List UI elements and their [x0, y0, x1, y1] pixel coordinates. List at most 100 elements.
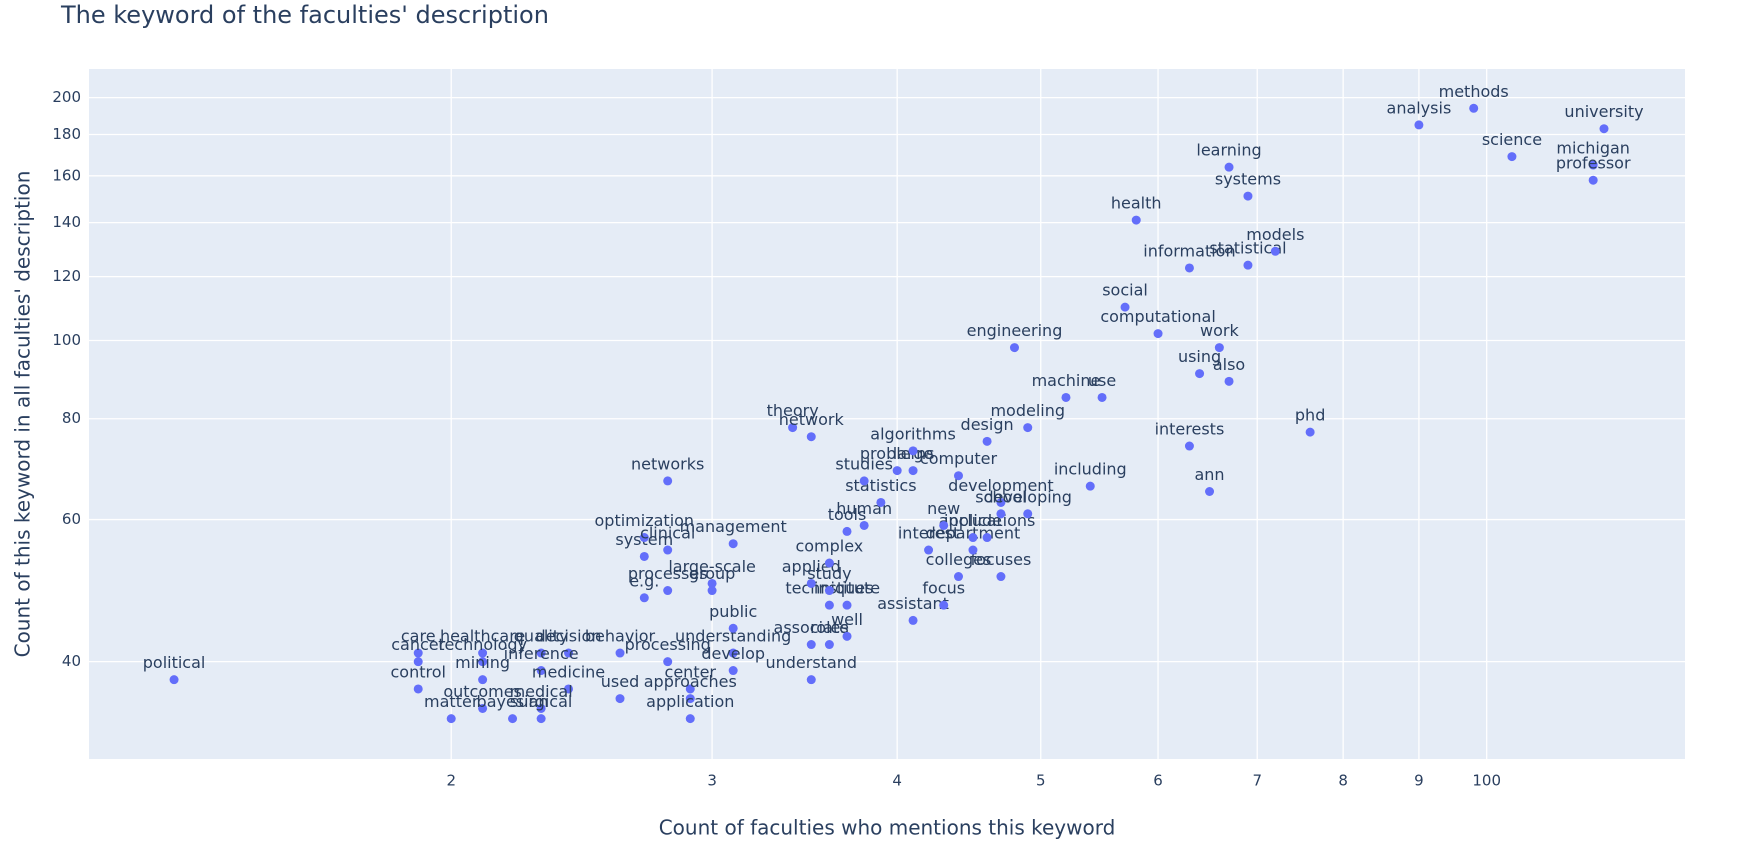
point-label: healthcare	[440, 627, 525, 646]
point	[564, 684, 574, 694]
point-label: statistical	[1209, 239, 1286, 258]
point	[939, 520, 949, 530]
point	[663, 545, 673, 555]
point	[685, 684, 695, 694]
point	[1120, 302, 1130, 312]
point	[1588, 175, 1598, 185]
point	[953, 471, 963, 481]
point	[824, 558, 834, 568]
point-label: using	[1178, 347, 1221, 366]
point-label: study	[807, 564, 851, 583]
point-label: understanding	[675, 627, 791, 646]
x-tick-label: 2	[446, 772, 456, 790]
point	[1195, 369, 1205, 379]
point-label: michigan	[1556, 139, 1630, 158]
point-label: theory	[767, 401, 819, 420]
point	[1588, 160, 1598, 170]
point-label: processing	[625, 635, 711, 654]
point	[1023, 423, 1033, 433]
y-tick-label: 180	[52, 125, 81, 143]
point-label: focus	[922, 579, 965, 598]
point-label: outcomes	[443, 682, 522, 701]
point-label: statistics	[845, 476, 916, 495]
point	[728, 623, 738, 633]
point	[639, 593, 649, 603]
point	[1184, 263, 1194, 273]
point	[413, 657, 423, 667]
x-tick-label: 100	[1472, 772, 1501, 790]
point-label: work	[1200, 321, 1239, 340]
point-label: behavior	[585, 627, 656, 646]
point	[1243, 191, 1253, 201]
point-label: computational	[1100, 307, 1215, 326]
point-label: use	[1088, 371, 1116, 390]
point-label: technology	[438, 635, 527, 654]
point	[1009, 343, 1019, 353]
point-label: social	[1102, 281, 1148, 300]
point	[824, 586, 834, 596]
point	[536, 714, 546, 724]
point-label: development	[948, 476, 1054, 495]
point	[728, 648, 738, 658]
point	[615, 694, 625, 704]
point	[1224, 376, 1234, 386]
point	[1270, 246, 1280, 256]
point-label: tools	[828, 505, 867, 524]
point-label: understand	[765, 653, 857, 672]
point	[953, 572, 963, 582]
point	[842, 631, 852, 641]
point	[478, 657, 488, 667]
point-label: include	[944, 511, 1002, 530]
point-label: studies	[835, 454, 893, 473]
point-label: focuses	[970, 550, 1031, 569]
point	[806, 578, 816, 588]
point-label: processes	[628, 564, 708, 583]
point-label: school	[975, 487, 1026, 506]
point-label: optimization	[595, 511, 695, 530]
point-label: large-scale	[668, 557, 756, 576]
point	[908, 466, 918, 476]
point	[508, 714, 518, 724]
point-label: machine	[1032, 371, 1101, 390]
point-label: design	[961, 415, 1014, 434]
point-label: models	[1246, 225, 1304, 244]
point	[968, 533, 978, 543]
point-label: interests	[1155, 420, 1225, 439]
point	[478, 703, 488, 713]
point-label: care	[401, 627, 436, 646]
point-label: inference	[504, 644, 579, 663]
point-label: matter	[424, 692, 479, 711]
point	[1599, 124, 1609, 134]
point	[1061, 392, 1071, 402]
point	[908, 615, 918, 625]
y-tick-label: 60	[62, 510, 81, 528]
point-label: modeling	[990, 401, 1065, 420]
y-tick-label: 200	[52, 88, 81, 106]
point-label: developing	[984, 487, 1072, 506]
point	[685, 694, 695, 704]
point	[996, 497, 1006, 507]
point-label: health	[1111, 194, 1162, 213]
point	[478, 648, 488, 658]
point-label: also	[1213, 355, 1245, 374]
point-label: used	[601, 672, 639, 691]
point-label: surgical	[510, 692, 572, 711]
point-label: complex	[795, 537, 863, 556]
point	[639, 551, 649, 561]
x-tick-label: 8	[1338, 772, 1348, 790]
point	[1085, 481, 1095, 491]
y-tick-label: 140	[52, 213, 81, 231]
point-label: decision	[536, 627, 602, 646]
point	[728, 539, 738, 549]
point-label: methods	[1439, 82, 1509, 101]
point-label: information	[1143, 241, 1235, 260]
point	[169, 675, 179, 685]
x-tick-label: 3	[707, 772, 717, 790]
point	[564, 648, 574, 658]
point-label: new	[927, 499, 960, 518]
point	[824, 640, 834, 650]
point-label: networks	[631, 454, 704, 473]
x-tick-label: 7	[1252, 772, 1262, 790]
point	[1023, 509, 1033, 519]
point	[1214, 343, 1224, 353]
